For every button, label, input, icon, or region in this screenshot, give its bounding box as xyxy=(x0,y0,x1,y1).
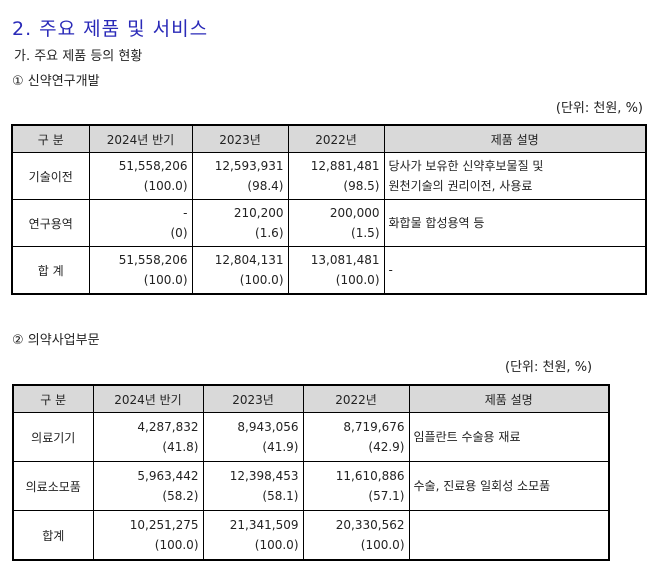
cell-description: 임플란트 수술용 재료 xyxy=(408,412,610,462)
header-2024h1: 2024년 반기 xyxy=(92,384,204,413)
cell-2022: 8,719,676 (42.9) xyxy=(302,412,410,462)
table-row: 의료기기 4,287,832 (41.8) 8,943,056 (41.9) 8,7… xyxy=(12,412,610,462)
row-label: 합 계 xyxy=(11,246,90,295)
cell-2024h1: 5,963,442 (58.2) xyxy=(92,461,204,511)
table1-heading: ① 신약연구개발 xyxy=(12,74,100,89)
section-title: 2. 주요 제품 및 서비스 xyxy=(12,18,209,40)
cell-2024h1: 51,558,206 (100.0) xyxy=(88,152,193,200)
row-label: 연구용역 xyxy=(11,199,90,247)
cell-2024h1: 10,251,275 (100.0) xyxy=(92,510,204,561)
row-label: 기술이전 xyxy=(11,152,90,200)
subsection-title: 가. 주요 제품 등의 현황 xyxy=(14,49,143,64)
cell-2023: 21,341,509 (100.0) xyxy=(202,510,304,561)
cell-2024h1: 51,558,206 (100.0) xyxy=(88,246,193,295)
header-2023: 2023년 xyxy=(202,384,304,413)
header-category: 구 분 xyxy=(11,124,90,153)
cell-description: - xyxy=(383,246,647,295)
cell-2024h1: 4,287,832 (41.8) xyxy=(92,412,204,462)
cell-description: 수술, 진료용 일회성 소모품 xyxy=(408,461,610,511)
table-row-total: 합 계 51,558,206 (100.0) 12,804,131 (100.0) … xyxy=(11,246,647,295)
cell-2023: 12,398,453 (58.1) xyxy=(202,461,304,511)
header-description: 제품 설명 xyxy=(408,384,610,413)
table-row-total: 합계 10,251,275 (100.0) 21,341,509 (100.0) 2… xyxy=(12,510,610,561)
table-row: 의료소모품 5,963,442 (58.2) 12,398,453 (58.1) 1… xyxy=(12,461,610,511)
cell-2023: 8,943,056 (41.9) xyxy=(202,412,304,462)
cell-2023: 12,804,131 (100.0) xyxy=(191,246,289,295)
cell-2022: 20,330,562 (100.0) xyxy=(302,510,410,561)
cell-2022: 11,610,886 (57.1) xyxy=(302,461,410,511)
header-category: 구 분 xyxy=(12,384,94,413)
table2-unit: (단위: 천원, %) xyxy=(505,360,593,375)
cell-description: 당사가 보유한 신약후보물질 및 원천기술의 권리이전, 사용료 xyxy=(383,152,647,200)
table2-heading: ② 의약사업부문 xyxy=(12,333,100,348)
table1-unit: (단위: 천원, %) xyxy=(555,101,643,116)
row-label: 합계 xyxy=(12,510,94,561)
header-2022: 2022년 xyxy=(302,384,410,413)
header-2023: 2023년 xyxy=(191,124,289,153)
table-pharma-division: 구 분 2024년 반기 2023년 2022년 제품 설명 의료기기 4,28… xyxy=(12,384,610,561)
cell-2022: 13,081,481 (100.0) xyxy=(287,246,385,295)
table-new-drug-rnd: 구 분 2024년 반기 2023년 2022년 제품 설명 기술이전 51,5… xyxy=(11,124,647,295)
table-row: 연구용역 - (0) 210,200 (1.6) 200,000 (1.5) 화합물 … xyxy=(11,199,647,247)
header-2024h1: 2024년 반기 xyxy=(88,124,193,153)
table-header-row: 구 분 2024년 반기 2023년 2022년 제품 설명 xyxy=(12,384,610,413)
row-label: 의료소모품 xyxy=(12,461,94,511)
row-label: 의료기기 xyxy=(12,412,94,462)
header-2022: 2022년 xyxy=(287,124,385,153)
header-description: 제품 설명 xyxy=(383,124,647,153)
cell-2024h1: - (0) xyxy=(88,199,193,247)
cell-2022: 200,000 (1.5) xyxy=(287,199,385,247)
table-row: 기술이전 51,558,206 (100.0) 12,593,931 (98.4) … xyxy=(11,152,647,200)
cell-description xyxy=(408,510,610,561)
cell-description: 화합물 합성용역 등 xyxy=(383,199,647,247)
table-header-row: 구 분 2024년 반기 2023년 2022년 제품 설명 xyxy=(11,124,647,153)
cell-2023: 210,200 (1.6) xyxy=(191,199,289,247)
cell-2023: 12,593,931 (98.4) xyxy=(191,152,289,200)
cell-2022: 12,881,481 (98.5) xyxy=(287,152,385,200)
